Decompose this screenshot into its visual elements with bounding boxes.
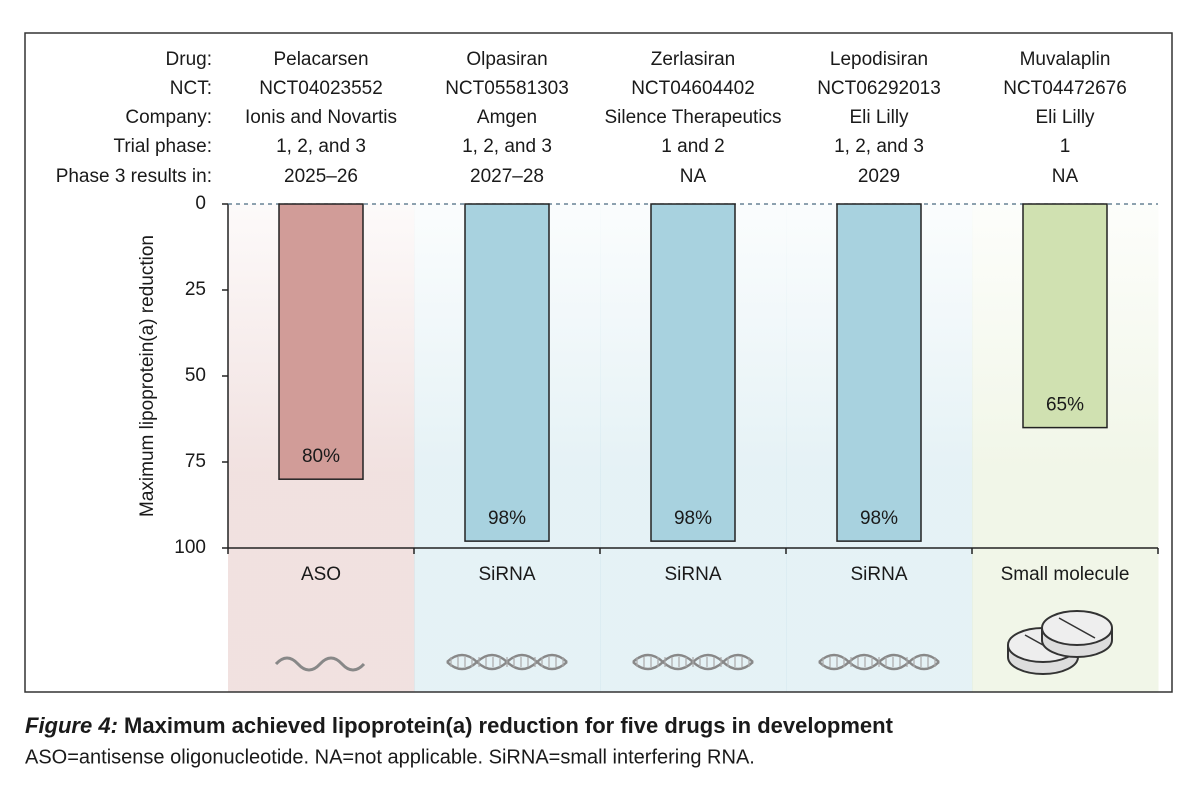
y-tick-label: 100 (174, 537, 206, 558)
value-label: 98% (860, 508, 898, 529)
header-cell: NCT05581303 (445, 78, 569, 99)
class-label: SiRNA (850, 564, 907, 585)
row-label: Trial phase: (113, 136, 212, 157)
y-axis-label: Maximum lipoprotein(a) reduction (137, 235, 158, 517)
class-label: Small molecule (1001, 564, 1130, 585)
row-label: NCT: (170, 78, 212, 99)
x-tick-label: Olpasiran (466, 49, 547, 70)
header-cell: Silence Therapeutics (604, 107, 781, 128)
class-label: ASO (301, 564, 341, 585)
header-cell: 1, 2, and 3 (276, 136, 366, 157)
row-label: Phase 3 results in: (56, 166, 212, 187)
strand-icon (274, 656, 366, 672)
header-cell: 1, 2, and 3 (462, 136, 552, 157)
value-label: 65% (1046, 395, 1084, 416)
header-cell: NCT06292013 (817, 78, 941, 99)
y-tick-label: 50 (185, 365, 206, 386)
header-cell: NCT04472676 (1003, 78, 1127, 99)
value-label: 98% (488, 508, 526, 529)
class-label: SiRNA (478, 564, 535, 585)
header-cell: Ionis and Novartis (245, 107, 397, 128)
header-cell: NCT04023552 (259, 78, 383, 99)
bar (464, 203, 550, 542)
header-cell: Eli Lilly (1035, 107, 1095, 128)
header-cell: 1, 2, and 3 (834, 136, 924, 157)
caption-title: Figure 4: Maximum achieved lipoprotein(a… (25, 713, 894, 738)
x-tick-label: Pelacarsen (273, 49, 368, 70)
bar (1022, 203, 1108, 429)
header-cell: 2025–26 (284, 166, 358, 187)
header-cell: NA (680, 166, 707, 187)
row-label: Drug: (166, 49, 212, 70)
header-cell: Amgen (477, 107, 537, 128)
value-label: 98% (674, 508, 712, 529)
class-label: SiRNA (664, 564, 721, 585)
caption-text: Maximum achieved lipoprotein(a) reductio… (124, 713, 894, 738)
header-cell: Eli Lilly (849, 107, 909, 128)
bar (836, 203, 922, 542)
x-tick-label: Muvalaplin (1020, 49, 1111, 70)
header-cell: 1 (1060, 136, 1071, 157)
y-tick-label: 75 (185, 451, 206, 472)
header-cell: 2027–28 (470, 166, 544, 187)
caption-note: ASO=antisense oligonucleotide. NA=not ap… (25, 746, 755, 768)
figure-label: Figure 4: (25, 713, 118, 738)
value-label: 80% (302, 446, 340, 467)
y-tick-label: 0 (195, 193, 206, 214)
icons (274, 610, 1113, 675)
x-tick-label: Zerlasiran (651, 49, 735, 70)
header-cell: NCT04604402 (631, 78, 755, 99)
bar (278, 203, 364, 480)
bar (650, 203, 736, 542)
header-cell: NA (1052, 166, 1079, 187)
x-tick-label: Lepodisiran (830, 49, 928, 70)
header-cell: 2029 (858, 166, 900, 187)
header-cell: 1 and 2 (661, 136, 724, 157)
pill-score (1058, 617, 1096, 639)
y-tick-label: 25 (185, 279, 206, 300)
frame (24, 32, 1173, 693)
row-label: Company: (125, 107, 212, 128)
